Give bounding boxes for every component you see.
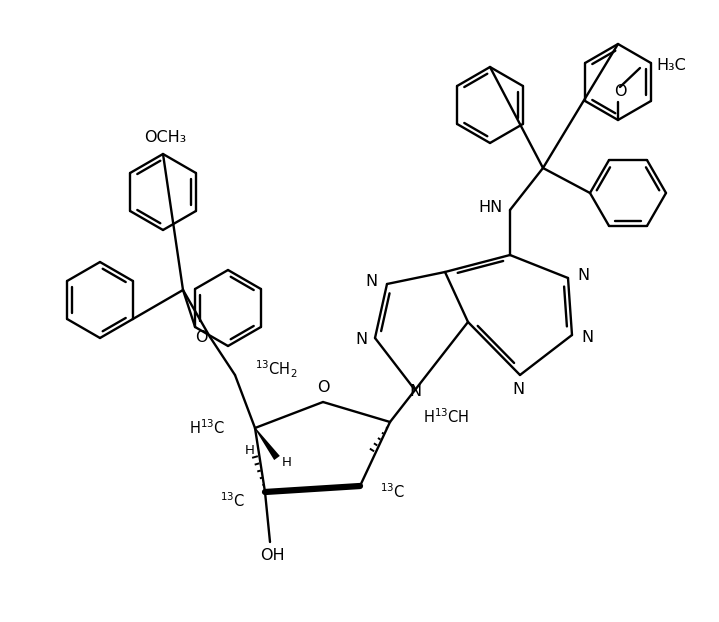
Text: OCH₃: OCH₃	[144, 129, 186, 144]
Text: OH: OH	[260, 549, 284, 564]
Text: N: N	[577, 269, 589, 284]
Text: $^{13}$CH$_2$: $^{13}$CH$_2$	[255, 358, 298, 379]
Text: H₃C: H₃C	[656, 57, 686, 73]
Text: N: N	[512, 381, 524, 396]
Text: H$^{13}$C: H$^{13}$C	[189, 419, 225, 437]
Text: $^{13}$C: $^{13}$C	[220, 491, 245, 510]
Text: H: H	[245, 443, 255, 457]
Text: HN: HN	[478, 200, 502, 215]
Text: N: N	[355, 332, 367, 346]
Text: H: H	[282, 457, 292, 470]
Text: N: N	[365, 274, 377, 289]
Text: O: O	[195, 330, 207, 345]
Polygon shape	[255, 428, 280, 460]
Text: O: O	[614, 85, 626, 100]
Text: O: O	[317, 381, 329, 396]
Text: N: N	[409, 384, 421, 399]
Text: $^{13}$C: $^{13}$C	[380, 483, 405, 501]
Text: H$^{13}$CH: H$^{13}$CH	[423, 407, 470, 426]
Text: N: N	[581, 330, 593, 345]
